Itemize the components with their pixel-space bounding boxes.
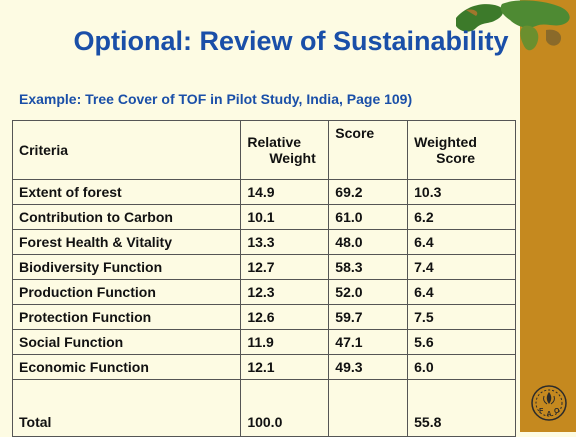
table-row: Social Function 11.9 47.1 5.6 [11,329,516,355]
cell-criteria: Economic Function [11,354,242,380]
cell-weighted: 7.4 [407,254,516,280]
header-relative-weight-line1: Relative [247,134,302,150]
cell-weight: 10.1 [240,204,330,230]
fao-logo-icon: F A O [530,384,568,422]
cell-weighted: 10.3 [407,179,516,205]
cell-criteria: Extent of forest [11,179,242,205]
table-total-row: Total 100.0 55.8 [11,379,516,437]
right-sidebar-band [520,0,576,432]
cell-weight: 11.9 [240,329,330,355]
cell-weighted: 7.5 [407,304,516,330]
table-row: Biodiversity Function 12.7 58.3 7.4 [11,254,516,280]
table-header-row: Criteria Relative Weight Score Weighted … [11,120,516,180]
cell-weight: 14.9 [240,179,330,205]
cell-criteria: Production Function [11,279,242,305]
header-weighted-score: Weighted Score [407,120,516,180]
table-row: Protection Function 12.6 59.7 7.5 [11,304,516,330]
svg-text:A: A [547,411,552,418]
cell-weight: 12.7 [240,254,330,280]
slide-title: Optional: Review of Sustainability [73,26,509,56]
header-relative-weight-line2: Weight [269,150,316,166]
cell-weight: 12.1 [240,354,330,380]
svg-text:O: O [554,408,560,415]
cell-criteria: Social Function [11,329,242,355]
sustainability-table: Criteria Relative Weight Score Weighted … [11,120,516,437]
globe-map-icon [446,0,576,58]
header-weighted-score-line2: Score [436,150,476,166]
table-row: Economic Function 12.1 49.3 6.0 [11,354,516,380]
cell-score: 48.0 [328,229,409,255]
cell-weighted: 6.4 [407,279,516,305]
table-row: Contribution to Carbon 10.1 61.0 6.2 [11,204,516,230]
cell-weight: 12.3 [240,279,330,305]
cell-total-label: Total [11,379,242,437]
table-row: Extent of forest 14.9 69.2 10.3 [11,179,516,205]
svg-text:F: F [539,408,544,415]
cell-weight: 12.6 [240,304,330,330]
cell-score: 59.7 [328,304,409,330]
cell-weight: 13.3 [240,229,330,255]
cell-total-weight: 100.0 [240,379,330,437]
header-criteria: Criteria [11,120,242,180]
cell-score: 52.0 [328,279,409,305]
cell-weighted: 6.4 [407,229,516,255]
cell-weighted: 6.2 [407,204,516,230]
header-weighted-score-line1: Weighted [414,134,477,150]
cell-score: 61.0 [328,204,409,230]
header-score: Score [328,120,409,180]
cell-criteria: Forest Health & Vitality [11,229,242,255]
cell-weighted: 5.6 [407,329,516,355]
cell-weighted: 6.0 [407,354,516,380]
cell-score: 69.2 [328,179,409,205]
cell-criteria: Biodiversity Function [11,254,242,280]
header-relative-weight: Relative Weight [240,120,330,180]
slide-subtitle: Example: Tree Cover of TOF in Pilot Stud… [19,91,413,107]
cell-score: 49.3 [328,354,409,380]
cell-score: 47.1 [328,329,409,355]
table-row: Forest Health & Vitality 13.3 48.0 6.4 [11,229,516,255]
cell-total-score [328,379,409,437]
cell-score: 58.3 [328,254,409,280]
cell-total-weighted: 55.8 [407,379,516,437]
cell-criteria: Contribution to Carbon [11,204,242,230]
cell-criteria: Protection Function [11,304,242,330]
table-row: Production Function 12.3 52.0 6.4 [11,279,516,305]
